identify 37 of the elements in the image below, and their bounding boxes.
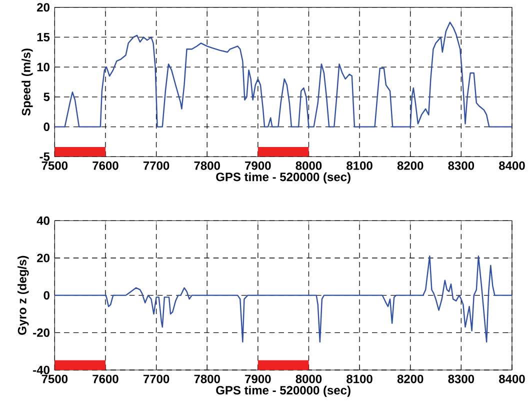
y-tick-label: 10 (37, 62, 50, 72)
y-tick-label: 15 (37, 33, 50, 42)
y-tick-label: -40 (33, 366, 50, 374)
y-axis-title: Speed (m/s) (22, 48, 33, 116)
x-tick-label: 7800 (194, 374, 220, 384)
x-tick-label: 7500 (42, 161, 68, 170)
x-tick-label: 8000 (296, 374, 322, 384)
y-axis-title: Gyro z (deg/s) (18, 256, 29, 335)
x-tick-label: 7600 (92, 374, 118, 384)
x-tick-label: 8400 (499, 161, 525, 170)
x-tick-label: 7600 (92, 161, 118, 170)
x-tick-label: 8200 (397, 161, 424, 170)
x-tick-label: 7900 (245, 161, 271, 170)
x-tick-label: 8400 (499, 374, 525, 384)
x-tick-label: 8200 (397, 374, 424, 384)
x-tick-label: 7700 (143, 374, 170, 384)
x-tick-label: 8000 (296, 161, 322, 170)
x-tick-label: 8100 (346, 374, 372, 384)
x-tick-label: 7700 (143, 161, 170, 170)
y-tick-label: 0 (44, 122, 50, 132)
y-tick-label: -5 (40, 152, 50, 161)
y-tick-label: 40 (36, 216, 50, 225)
x-tick-label: 7800 (194, 161, 220, 170)
y-tick-label: -20 (33, 328, 50, 337)
y-tick-label: 20 (37, 254, 50, 262)
x-tick-label: 8300 (448, 374, 474, 384)
x-tick-label: 8300 (448, 161, 474, 170)
y-tick-label: 20 (37, 3, 50, 12)
line-series (54, 256, 512, 343)
line-series (54, 22, 512, 128)
y-tick-label: 5 (44, 92, 50, 102)
x-axis-title: GPS time - 520000 (sec) (216, 386, 350, 397)
x-tick-label: 7500 (42, 374, 68, 384)
x-tick-label: 7900 (245, 374, 271, 384)
x-tick-label: 8100 (346, 161, 372, 170)
y-tick-label: 0 (44, 291, 50, 300)
x-axis-title: GPS time - 520000 (sec) (216, 172, 350, 184)
